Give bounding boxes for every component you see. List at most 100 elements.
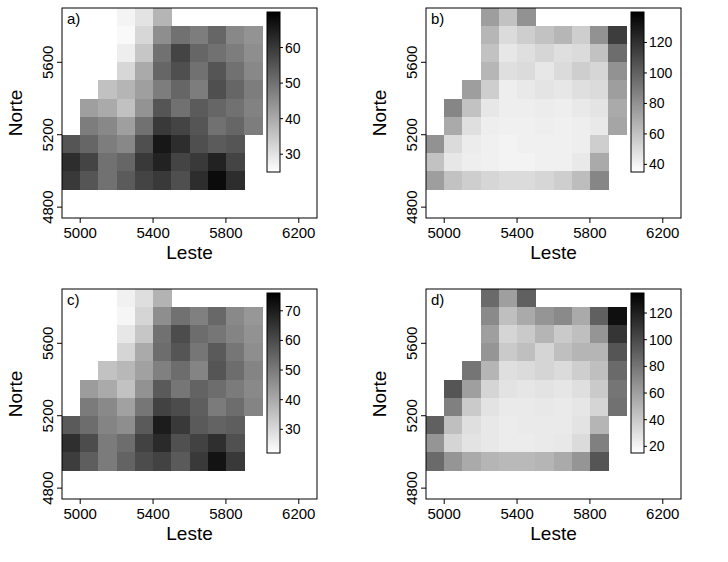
y-tick bbox=[57, 207, 62, 208]
x-tick bbox=[80, 499, 81, 504]
cell bbox=[535, 434, 554, 453]
cell bbox=[171, 416, 190, 435]
colorbar-tick-label: 50 bbox=[285, 362, 301, 378]
cell bbox=[426, 135, 445, 154]
cell bbox=[135, 80, 154, 99]
colorbar-tick-label: 100 bbox=[649, 332, 673, 348]
cell bbox=[481, 307, 500, 326]
cell bbox=[481, 434, 500, 453]
cell bbox=[226, 325, 245, 344]
cell bbox=[117, 398, 136, 417]
cell bbox=[153, 62, 172, 81]
cell bbox=[117, 135, 136, 154]
cell bbox=[135, 416, 154, 435]
cell bbox=[535, 117, 554, 136]
x-tick bbox=[80, 218, 81, 223]
panel: 5000540058006200480052005600LesteNorted)… bbox=[369, 289, 681, 544]
cell bbox=[244, 44, 263, 63]
cell bbox=[517, 343, 536, 362]
cell bbox=[554, 44, 573, 63]
cell bbox=[444, 171, 463, 190]
colorbar-tick bbox=[280, 399, 283, 400]
cell bbox=[462, 117, 481, 136]
cell bbox=[80, 153, 99, 172]
cell bbox=[171, 62, 190, 81]
cell bbox=[226, 398, 245, 417]
cell bbox=[481, 99, 500, 118]
x-tick-label: 5000 bbox=[64, 224, 97, 241]
panel-label: d) bbox=[431, 291, 444, 308]
cell bbox=[190, 80, 209, 99]
cell bbox=[171, 26, 190, 45]
cell bbox=[208, 153, 227, 172]
cell bbox=[117, 26, 136, 45]
cell bbox=[554, 135, 573, 154]
colorbar-tick bbox=[644, 446, 647, 447]
cell bbox=[117, 99, 136, 118]
y-tick bbox=[57, 415, 62, 416]
y-tick bbox=[421, 415, 426, 416]
cell bbox=[572, 135, 591, 154]
x-tick bbox=[662, 499, 663, 504]
cell bbox=[117, 117, 136, 136]
y-tick bbox=[57, 343, 62, 344]
cell bbox=[481, 44, 500, 63]
cell bbox=[153, 117, 172, 136]
colorbar-tick bbox=[280, 310, 283, 311]
cell bbox=[499, 171, 518, 190]
cell bbox=[590, 99, 609, 118]
cell bbox=[481, 171, 500, 190]
colorbar-tick bbox=[280, 47, 283, 48]
cell bbox=[590, 398, 609, 417]
cell bbox=[117, 171, 136, 190]
colorbar bbox=[631, 293, 644, 453]
cell bbox=[244, 117, 263, 136]
colorbar bbox=[631, 12, 644, 172]
colorbar-tick-label: 60 bbox=[649, 126, 665, 142]
cell bbox=[190, 325, 209, 344]
y-axis-title: Norte bbox=[5, 371, 26, 417]
cell bbox=[554, 80, 573, 99]
cell bbox=[444, 153, 463, 172]
cell bbox=[98, 135, 117, 154]
cell bbox=[499, 343, 518, 362]
cell bbox=[226, 44, 245, 63]
cell bbox=[208, 135, 227, 154]
cell bbox=[153, 307, 172, 326]
cell bbox=[153, 380, 172, 399]
cell bbox=[462, 380, 481, 399]
y-axis-title: Norte bbox=[369, 90, 390, 136]
y-tick-label: 4800 bbox=[403, 471, 420, 504]
cell bbox=[208, 325, 227, 344]
x-tick bbox=[225, 218, 226, 223]
cell bbox=[80, 117, 99, 136]
cell bbox=[190, 307, 209, 326]
colorbar-tick-label: 80 bbox=[649, 95, 665, 111]
cell bbox=[153, 398, 172, 417]
cell bbox=[462, 99, 481, 118]
cell bbox=[244, 325, 263, 344]
colorbar-tick bbox=[644, 339, 647, 340]
colorbar-tick-label: 120 bbox=[649, 305, 673, 321]
colorbar-tick bbox=[644, 164, 647, 165]
cell bbox=[554, 380, 573, 399]
cell bbox=[190, 343, 209, 362]
cell bbox=[190, 44, 209, 63]
y-tick bbox=[421, 488, 426, 489]
x-tick-label: 5000 bbox=[428, 505, 461, 522]
cell bbox=[608, 325, 627, 344]
cell bbox=[226, 307, 245, 326]
cell bbox=[226, 452, 245, 471]
cell bbox=[554, 361, 573, 380]
cell bbox=[590, 171, 609, 190]
cell bbox=[590, 117, 609, 136]
x-axis-title: Leste bbox=[166, 242, 212, 263]
cell bbox=[80, 135, 99, 154]
cell bbox=[244, 62, 263, 81]
cell bbox=[171, 44, 190, 63]
cell bbox=[117, 289, 136, 308]
cell bbox=[98, 434, 117, 453]
cell bbox=[517, 80, 536, 99]
colorbar-tick-label: 20 bbox=[649, 438, 665, 454]
cell bbox=[499, 452, 518, 471]
